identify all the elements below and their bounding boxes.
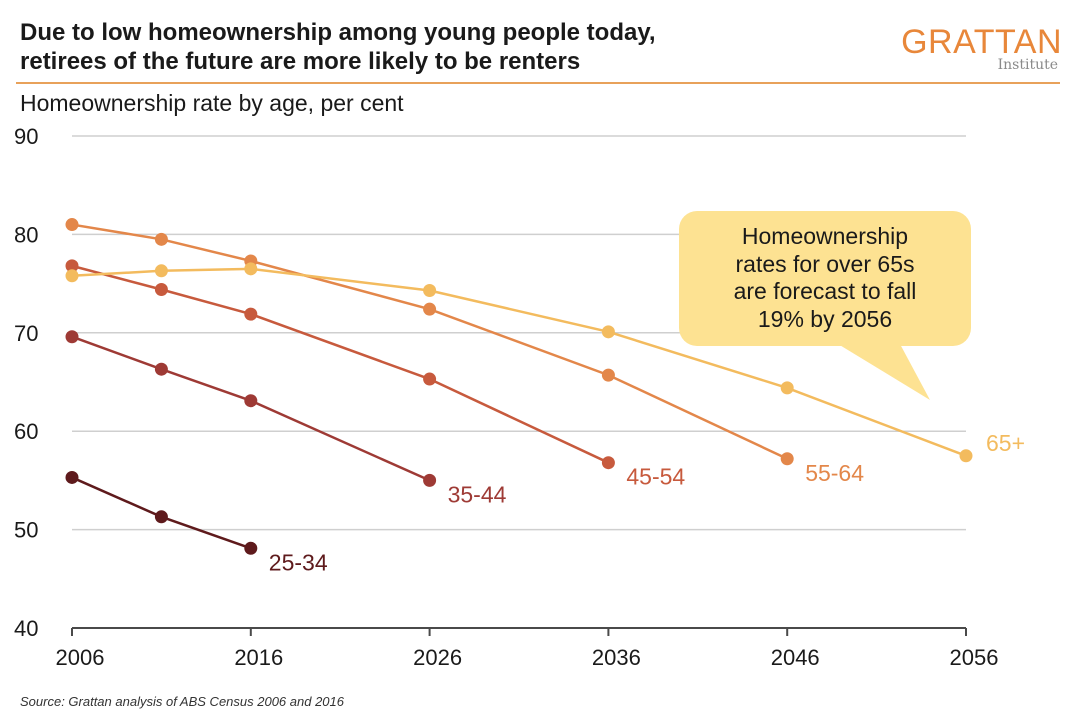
y-tick-label: 90 — [14, 124, 38, 149]
data-point-25-34-2016 — [244, 541, 258, 555]
data-point-65+-2011 — [154, 264, 168, 278]
series-label-65+: 65+ — [986, 430, 1025, 456]
data-point-55-64-2006 — [65, 218, 79, 232]
series-label-35-44: 35-44 — [448, 481, 507, 507]
logo-subtext: Institute — [997, 57, 1058, 73]
series-line-35-44 — [71, 335, 431, 482]
series-line-55-64 — [71, 223, 788, 460]
x-tick-label: 2056 — [950, 645, 999, 670]
data-point-45-54-2026 — [423, 372, 437, 386]
x-tick-label: 2036 — [592, 645, 641, 670]
callout-line-4: 19% by 2056 — [757, 305, 893, 332]
data-point-55-64-2026 — [423, 302, 437, 316]
data-point-55-64-2036 — [601, 368, 615, 382]
callout-text: Homeownership rates for over 65s are for… — [679, 223, 971, 333]
series-lines — [65, 218, 973, 555]
data-point-35-44-2026 — [423, 473, 437, 487]
y-tick-label: 60 — [14, 419, 38, 444]
callout-line-1: Homeownership — [741, 223, 909, 249]
chart-title-line-2: retirees of the future are more likely t… — [20, 48, 581, 75]
data-point-55-64-2046 — [780, 452, 794, 466]
callout-line-2: rates for over 65s — [735, 250, 915, 277]
data-point-65+-2026 — [423, 283, 437, 297]
data-point-45-54-2011 — [154, 283, 168, 297]
data-point-65+-2046 — [780, 381, 794, 395]
data-point-55-64-2011 — [154, 232, 168, 246]
y-tick-label: 50 — [14, 518, 38, 543]
series-label-55-64: 55-64 — [805, 460, 864, 486]
series-labels: 25-34 35-44 45-54 55-64 65+ — [269, 430, 1025, 575]
logo-wordmark: GRATTAN — [901, 23, 1062, 61]
axes: 40 50 60 70 80 90 2006 2016 2026 2036 2046 2056 — [14, 124, 998, 670]
grattan-logo: GRATTAN Institute — [866, 24, 1062, 72]
x-tick-label: 2046 — [771, 645, 820, 670]
data-point-65+-2006 — [65, 269, 79, 283]
series-label-25-34: 25-34 — [269, 549, 328, 575]
data-point-45-54-2016 — [244, 307, 258, 321]
data-point-45-54-2036 — [601, 456, 615, 470]
data-point-25-34-2011 — [154, 510, 168, 524]
x-tick-label: 2006 — [56, 645, 105, 670]
callout-line-3: are forecast to fall — [733, 278, 917, 304]
data-point-25-34-2006 — [65, 470, 79, 484]
data-point-35-44-2016 — [244, 394, 258, 408]
series-label-45-54: 45-54 — [626, 464, 685, 490]
x-tick-label: 2016 — [234, 645, 283, 670]
data-point-35-44-2011 — [154, 362, 168, 376]
header-divider — [16, 82, 1060, 84]
data-point-65+-2016 — [244, 262, 258, 276]
y-tick-label: 40 — [14, 616, 38, 641]
source-note: Source: Grattan analysis of ABS Census 2… — [20, 694, 344, 709]
data-point-65+-2056 — [959, 449, 973, 463]
chart-subtitle: Homeownership rate by age, per cent — [20, 90, 404, 116]
callout-box — [679, 211, 971, 346]
chart-title-line-1: Due to low homeownership among young peo… — [20, 19, 656, 46]
data-point-45-54-2006 — [65, 259, 79, 273]
data-point-35-44-2006 — [65, 330, 79, 344]
chart-title: Due to low homeownership among young peo… — [20, 18, 840, 76]
data-point-65+-2036 — [601, 325, 615, 339]
y-tick-label: 70 — [14, 321, 38, 346]
x-tick-label: 2026 — [413, 645, 462, 670]
y-tick-label: 80 — [14, 222, 38, 247]
